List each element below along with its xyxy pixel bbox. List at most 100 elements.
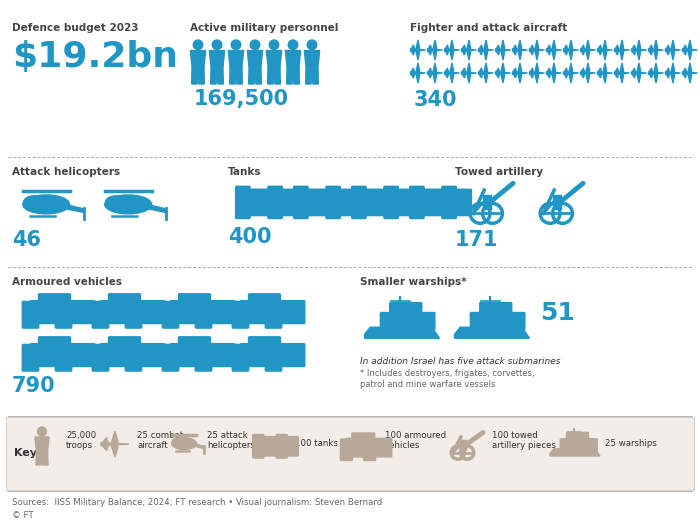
Polygon shape <box>620 40 624 60</box>
FancyBboxPatch shape <box>248 337 281 349</box>
Text: Active military personnel: Active military personnel <box>190 23 338 33</box>
Circle shape <box>307 40 317 49</box>
Text: 169,500: 169,500 <box>194 89 289 109</box>
Polygon shape <box>512 72 528 74</box>
Polygon shape <box>547 72 561 74</box>
Circle shape <box>193 40 203 49</box>
FancyBboxPatch shape <box>380 313 435 330</box>
Polygon shape <box>500 63 505 83</box>
Polygon shape <box>293 67 300 84</box>
Polygon shape <box>648 72 664 74</box>
FancyBboxPatch shape <box>265 302 281 328</box>
Ellipse shape <box>307 193 327 207</box>
Polygon shape <box>483 194 491 209</box>
Polygon shape <box>535 40 538 60</box>
Text: 100 armoured: 100 armoured <box>385 431 446 440</box>
Text: 100 tanks: 100 tanks <box>295 439 338 448</box>
Text: 46: 46 <box>12 230 41 250</box>
Polygon shape <box>274 67 281 84</box>
Polygon shape <box>687 63 692 83</box>
Text: 171: 171 <box>455 230 498 250</box>
Polygon shape <box>444 45 449 55</box>
Circle shape <box>38 427 46 436</box>
Text: 790: 790 <box>12 376 55 396</box>
Polygon shape <box>496 72 510 74</box>
FancyBboxPatch shape <box>38 294 71 306</box>
Polygon shape <box>433 40 437 60</box>
FancyBboxPatch shape <box>276 434 287 458</box>
Ellipse shape <box>172 438 183 447</box>
Polygon shape <box>428 49 442 51</box>
Text: Sources:  IISS Military Balance, 2024; FT research • Visual journalism: Steven B: Sources: IISS Military Balance, 2024; FT… <box>12 498 382 507</box>
FancyBboxPatch shape <box>30 301 94 323</box>
FancyBboxPatch shape <box>162 302 178 328</box>
Text: Towed artillery: Towed artillery <box>455 167 543 177</box>
Polygon shape <box>682 68 687 78</box>
Polygon shape <box>449 40 454 60</box>
Polygon shape <box>484 40 487 60</box>
FancyBboxPatch shape <box>162 345 178 371</box>
Text: Key: Key <box>14 448 37 458</box>
Text: helicopters: helicopters <box>207 441 255 450</box>
Polygon shape <box>580 72 596 74</box>
Polygon shape <box>564 72 578 74</box>
Polygon shape <box>444 68 449 78</box>
FancyBboxPatch shape <box>265 345 281 371</box>
FancyBboxPatch shape <box>268 186 282 219</box>
Polygon shape <box>496 45 500 55</box>
Polygon shape <box>586 63 589 83</box>
FancyBboxPatch shape <box>92 345 108 371</box>
Polygon shape <box>198 67 204 84</box>
Polygon shape <box>467 40 470 60</box>
Polygon shape <box>36 451 41 465</box>
FancyBboxPatch shape <box>125 302 141 328</box>
Polygon shape <box>256 67 261 84</box>
FancyBboxPatch shape <box>125 345 141 371</box>
Polygon shape <box>218 67 223 84</box>
FancyBboxPatch shape <box>480 303 512 316</box>
FancyBboxPatch shape <box>178 337 211 349</box>
Polygon shape <box>410 49 426 51</box>
FancyBboxPatch shape <box>22 302 38 328</box>
Ellipse shape <box>105 195 152 214</box>
Text: patrol and mine warfare vessels: patrol and mine warfare vessels <box>360 380 496 389</box>
Polygon shape <box>410 72 426 74</box>
FancyBboxPatch shape <box>346 439 392 457</box>
FancyBboxPatch shape <box>22 345 38 371</box>
Polygon shape <box>140 203 166 212</box>
Polygon shape <box>190 442 204 449</box>
Polygon shape <box>286 67 293 84</box>
Ellipse shape <box>172 438 197 449</box>
Polygon shape <box>512 49 528 51</box>
Polygon shape <box>550 449 600 456</box>
Text: © FT: © FT <box>12 511 34 520</box>
Text: troops: troops <box>66 441 93 450</box>
Text: 25 warships: 25 warships <box>605 439 657 448</box>
FancyBboxPatch shape <box>55 302 71 328</box>
Polygon shape <box>529 45 533 55</box>
FancyBboxPatch shape <box>410 186 424 219</box>
Text: * Includes destroyers, frigates, corvettes,: * Includes destroyers, frigates, corvett… <box>360 369 535 378</box>
Text: 51: 51 <box>540 302 575 326</box>
Polygon shape <box>654 40 657 60</box>
Polygon shape <box>687 40 692 60</box>
Polygon shape <box>230 67 236 84</box>
Ellipse shape <box>24 196 43 209</box>
Polygon shape <box>637 63 640 83</box>
Circle shape <box>212 40 222 49</box>
Ellipse shape <box>423 193 443 207</box>
Polygon shape <box>682 49 697 51</box>
Polygon shape <box>43 451 48 465</box>
FancyBboxPatch shape <box>92 302 108 328</box>
Polygon shape <box>484 63 487 83</box>
Polygon shape <box>304 50 320 67</box>
Polygon shape <box>547 68 551 78</box>
FancyBboxPatch shape <box>253 434 264 458</box>
Polygon shape <box>101 442 129 446</box>
FancyBboxPatch shape <box>260 436 298 456</box>
Polygon shape <box>57 203 84 212</box>
Polygon shape <box>547 45 551 55</box>
Polygon shape <box>631 72 647 74</box>
FancyBboxPatch shape <box>560 439 597 451</box>
FancyBboxPatch shape <box>195 302 211 328</box>
